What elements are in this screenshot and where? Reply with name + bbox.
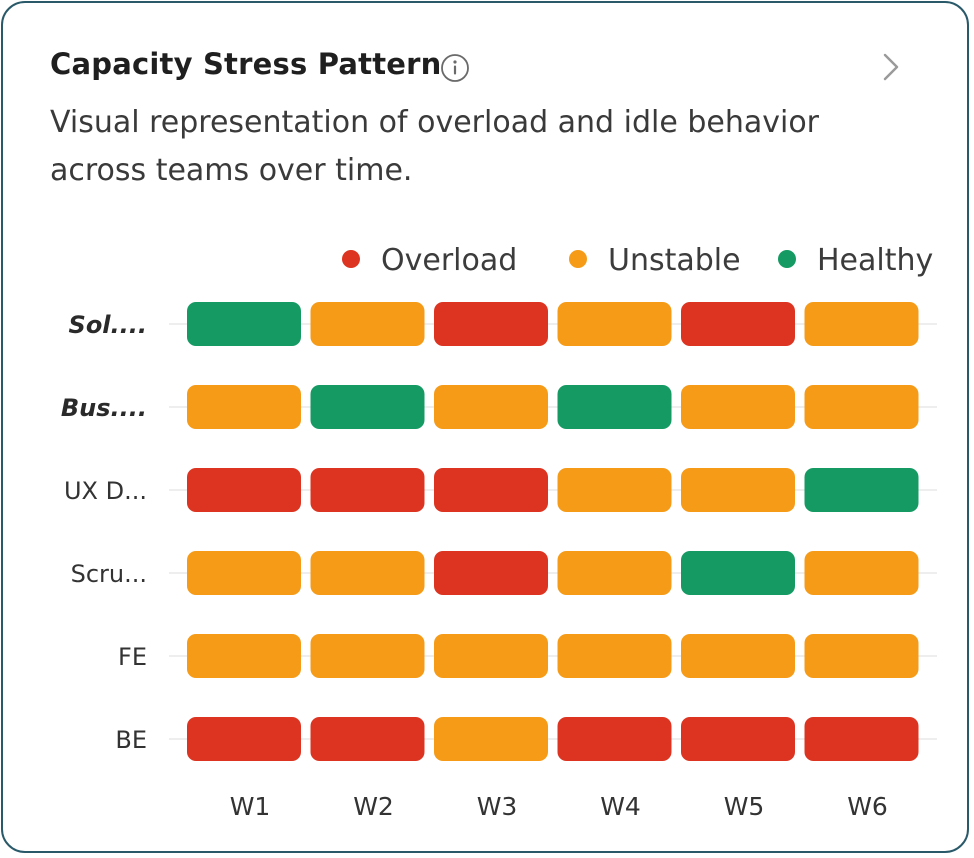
heatmap-cell[interactable]	[557, 717, 672, 761]
heatmap-cell[interactable]	[804, 717, 919, 761]
legend-label: Overload	[381, 243, 517, 278]
heatmap-cell[interactable]	[310, 302, 425, 346]
heatmap-cell[interactable]	[557, 302, 672, 346]
heatmap-cell[interactable]	[310, 385, 425, 429]
heatmap-cell[interactable]	[804, 302, 919, 346]
heatmap-cell[interactable]	[681, 634, 795, 678]
heatmap-cells	[187, 302, 919, 761]
row-label: BE	[115, 726, 147, 754]
column-label: W2	[353, 792, 394, 821]
heatmap-cell[interactable]	[557, 634, 672, 678]
stress-heatmap: Overload Unstable Healthy Sol.... Bus.... UX…	[61, 243, 937, 821]
heatmap-cell[interactable]	[681, 717, 795, 761]
heatmap-cell[interactable]	[434, 717, 548, 761]
legend-item-unstable: Unstable	[569, 243, 741, 278]
legend-label: Unstable	[608, 243, 741, 278]
heatmap-cell[interactable]	[187, 302, 301, 346]
legend-item-overload: Overload	[342, 243, 517, 278]
heatmap-cell[interactable]	[187, 634, 301, 678]
legend-swatch	[569, 250, 587, 268]
heatmap-cell[interactable]	[310, 634, 425, 678]
row-label: Sol....	[69, 311, 147, 339]
heatmap-cell[interactable]	[681, 551, 795, 595]
legend-swatch	[342, 250, 360, 268]
heatmap-cell[interactable]	[557, 551, 672, 595]
column-label: W3	[477, 792, 518, 821]
heatmap-cell[interactable]	[310, 551, 425, 595]
row-label: FE	[118, 643, 147, 671]
heatmap-cell[interactable]	[557, 385, 672, 429]
heatmap-cell[interactable]	[187, 717, 301, 761]
row-label: Scru...	[71, 560, 147, 588]
column-label: W4	[600, 792, 641, 821]
heatmap-cell[interactable]	[434, 385, 548, 429]
legend-swatch	[778, 250, 796, 268]
card-subtitle: Visual representation of overload and id…	[50, 105, 820, 188]
heatmap-cell[interactable]	[804, 551, 919, 595]
heatmap-cell[interactable]	[310, 717, 425, 761]
heatmap-cell[interactable]	[804, 468, 919, 512]
heatmap-cell[interactable]	[310, 468, 425, 512]
heatmap-cell[interactable]	[187, 468, 301, 512]
heatmap-cell[interactable]	[434, 551, 548, 595]
row-labels: Sol.... Bus.... UX D... Scru... FE BE	[61, 311, 147, 754]
heatmap-cell[interactable]	[434, 302, 548, 346]
heatmap-cell[interactable]	[804, 634, 919, 678]
heatmap-cell[interactable]	[187, 385, 301, 429]
heatmap-cell[interactable]	[187, 551, 301, 595]
heatmap-cell[interactable]	[434, 634, 548, 678]
heatmap-cell[interactable]	[681, 468, 795, 512]
row-label: Bus....	[61, 394, 147, 422]
legend-label: Healthy	[817, 243, 933, 278]
column-label: W6	[847, 792, 888, 821]
heatmap-cell[interactable]	[557, 468, 672, 512]
heatmap-cell[interactable]	[434, 468, 548, 512]
chevron-right-icon[interactable]	[879, 51, 903, 83]
info-icon[interactable]	[440, 53, 470, 83]
chart-legend: Overload Unstable Healthy	[342, 243, 933, 278]
card-title: Capacity Stress Pattern	[50, 47, 442, 81]
column-label: W1	[230, 792, 271, 821]
legend-item-healthy: Healthy	[778, 243, 933, 278]
heatmap-cell[interactable]	[681, 302, 795, 346]
row-label: UX D...	[64, 477, 147, 505]
heatmap-cell[interactable]	[681, 385, 795, 429]
column-label: W5	[724, 792, 765, 821]
column-labels: W1 W2 W3 W4 W5 W6	[230, 792, 888, 821]
heatmap-cell[interactable]	[804, 385, 919, 429]
